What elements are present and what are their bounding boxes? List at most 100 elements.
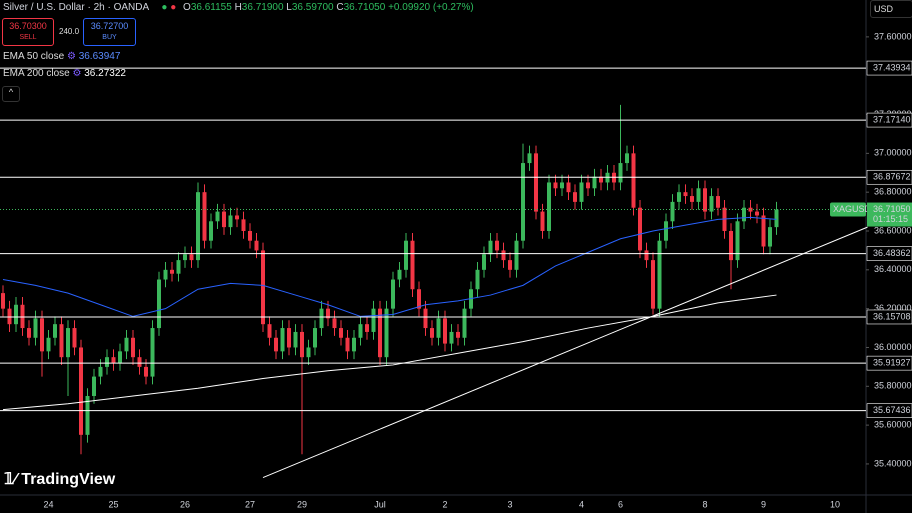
candle-body xyxy=(300,331,304,358)
x-tick-label: 3 xyxy=(507,499,512,509)
candle-body xyxy=(92,376,96,396)
y-tick-label: 35.80000 xyxy=(874,381,912,391)
candle-body xyxy=(196,192,200,261)
candle-body xyxy=(209,221,213,241)
candle-body xyxy=(150,328,155,377)
currency[interactable]: USD xyxy=(870,0,912,18)
x-tick-label: 26 xyxy=(180,499,190,509)
candle-body xyxy=(729,231,733,261)
brand-name: TradingView xyxy=(21,471,116,488)
ema50-value: 36.63947 xyxy=(78,51,121,62)
level-label: 36.87672 xyxy=(873,172,911,182)
candle-body xyxy=(222,211,226,228)
candle-body xyxy=(430,328,434,338)
level-label-box xyxy=(866,169,912,185)
level-label: 37.43934 xyxy=(873,62,911,72)
candle-body xyxy=(131,337,135,358)
level-label: 36.15708 xyxy=(873,311,911,321)
candle-body xyxy=(66,328,70,358)
x-tick-label: 29 xyxy=(297,499,307,509)
candle-body xyxy=(261,250,265,325)
candle-body xyxy=(540,211,545,231)
candle-body xyxy=(157,279,161,329)
brand: 𝟙⁄ TradingView xyxy=(4,469,115,489)
candle-body xyxy=(566,182,571,193)
candle-body xyxy=(501,250,506,261)
candle-body xyxy=(391,279,395,309)
trendline xyxy=(262,226,868,478)
h-value: 36.71900 xyxy=(241,2,284,13)
candle-body xyxy=(449,331,454,344)
ema200-value: 36.27322 xyxy=(84,68,126,79)
candle-body xyxy=(7,308,12,325)
candle-body xyxy=(1,293,5,309)
candle-body xyxy=(339,328,343,338)
buy-button[interactable]: 36.72700 BUY xyxy=(83,18,136,46)
candle-body xyxy=(742,207,746,222)
y-tick-label: 35.60000 xyxy=(874,419,912,429)
candle-body xyxy=(579,182,584,202)
candle-body xyxy=(761,215,766,247)
y-tick-label: 36.80000 xyxy=(874,187,912,197)
candle-body xyxy=(215,211,220,222)
candle-body xyxy=(27,328,31,338)
x-tick-label: 4 xyxy=(579,499,584,509)
candle-body xyxy=(560,182,564,189)
candle-body xyxy=(163,269,168,280)
candle-body xyxy=(59,324,64,358)
candle-body xyxy=(755,211,759,216)
candle-body xyxy=(365,324,369,332)
ema50-name: EMA 50 close xyxy=(3,51,65,62)
candle-body xyxy=(644,250,649,261)
candle-body xyxy=(716,196,720,208)
x-tick-label: 9 xyxy=(761,499,766,509)
x-tick-label: 8 xyxy=(702,499,707,509)
candle-body xyxy=(456,331,460,338)
sell-button[interactable]: 36.70300 SELL xyxy=(2,18,54,46)
level-label-box xyxy=(866,60,912,76)
candle-body xyxy=(404,240,408,270)
candle-body xyxy=(599,176,603,183)
candle-body xyxy=(332,318,337,329)
candle-body xyxy=(254,240,259,251)
buy-price: 36.72700 xyxy=(90,21,129,31)
candle-body xyxy=(482,254,486,270)
candle-body xyxy=(306,347,311,358)
x-tick-label: 27 xyxy=(245,499,255,509)
candle-body xyxy=(625,153,629,164)
candle-body xyxy=(293,331,298,348)
candle-body xyxy=(319,308,324,329)
level-label: 35.67436 xyxy=(873,405,911,415)
candle-body xyxy=(144,366,148,377)
l-letter: L xyxy=(286,2,292,13)
y-tick-label: 36.60000 xyxy=(874,225,912,235)
candle-body xyxy=(371,308,376,332)
logo: 𝟙⁄ xyxy=(4,471,22,488)
level-label-box xyxy=(866,355,912,371)
level-label-box xyxy=(866,403,912,418)
candle-body xyxy=(72,328,77,348)
candle-body xyxy=(345,337,350,352)
x-tick-label: 10 xyxy=(830,499,840,509)
y-tick-label: 36.20000 xyxy=(874,303,912,313)
candle-body xyxy=(183,254,187,261)
candle-body xyxy=(774,209,779,228)
collapse-button[interactable]: ^ xyxy=(2,86,20,102)
candle-body xyxy=(326,308,330,319)
spread: 240.0 xyxy=(59,27,80,36)
candle-body xyxy=(170,269,174,274)
level-label: 35.91927 xyxy=(873,358,911,368)
candle-body xyxy=(631,153,636,208)
countdown: 01:15:15 xyxy=(873,214,908,224)
candle-body xyxy=(248,231,252,241)
x-tick-label: 2 xyxy=(442,499,447,509)
x-tick-label: 6 xyxy=(618,499,623,509)
symbol-tag xyxy=(830,202,866,217)
candle-body xyxy=(124,337,129,352)
candle-body xyxy=(677,192,681,202)
symbol-tag-text: XAGUSD xyxy=(833,204,872,214)
candle-body xyxy=(670,201,675,222)
candle-body xyxy=(735,221,740,261)
